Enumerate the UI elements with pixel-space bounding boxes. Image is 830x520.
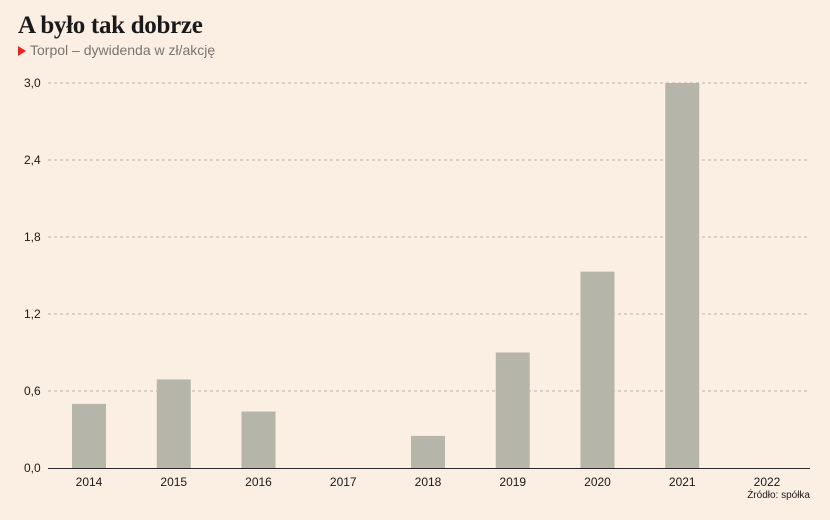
- y-tick-label: 1,8: [24, 230, 41, 244]
- bar-2020: [580, 271, 615, 468]
- bar-2021: [665, 83, 700, 468]
- bar-2016: [241, 411, 276, 468]
- x-tick-label: 2016: [245, 475, 272, 489]
- chart-title: A było tak dobrze: [18, 12, 203, 39]
- y-tick-label: 0,0: [24, 461, 41, 475]
- y-tick-label: 1,2: [24, 307, 41, 321]
- bars: [72, 83, 700, 468]
- x-tick-label: 2021: [669, 475, 696, 489]
- y-tick-label: 3,0: [24, 76, 41, 90]
- x-axis-ticks: 2014 2015 2016 2017 2018 2019 2020 2021 2022: [76, 475, 781, 489]
- x-tick-label: 2014: [76, 475, 103, 489]
- x-tick-label: 2020: [584, 475, 611, 489]
- triangle-marker-icon: [18, 46, 26, 56]
- x-tick-label: 2017: [330, 475, 357, 489]
- source-note: Źródło: spółka: [747, 490, 810, 501]
- bar-2019: [495, 352, 530, 468]
- bar-2015: [156, 379, 191, 468]
- x-tick-label: 2019: [499, 475, 526, 489]
- bar-2014: [72, 403, 106, 468]
- chart-subtitle: Torpol – dywidenda w zł/akcję: [18, 42, 215, 58]
- y-tick-label: 0,6: [24, 384, 41, 398]
- x-tick-label: 2018: [415, 475, 442, 489]
- y-tick-label: 2,4: [24, 153, 41, 167]
- x-tick-label: 2022: [754, 475, 781, 489]
- bar-2018: [411, 435, 445, 468]
- x-tick-label: 2015: [160, 475, 187, 489]
- y-axis-ticks: 0,0 0,6 1,2 1,8 2,4 3,0: [24, 76, 41, 475]
- chart-subtitle-text: Torpol – dywidenda w zł/akcję: [30, 42, 216, 58]
